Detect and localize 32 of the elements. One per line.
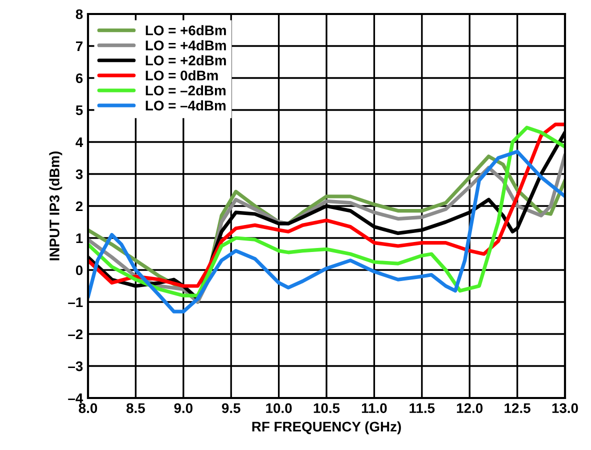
y-axis-title: INPUT IP3 (dBm) [49,152,62,260]
x-tick-label: 12.5 [504,403,530,414]
legend-label: LO = –4dBm [146,100,226,110]
legend-label: LO = 0dBm [146,70,218,80]
y-tick-label: –1 [68,297,83,308]
legend-label: LO = +4dBm [146,40,226,50]
x-axis-title: RF FREQUENCY (GHz) [252,421,401,434]
y-tick-label: –3 [68,361,83,372]
x-tick-label: 12.0 [456,403,483,414]
x-tick-label: 11.0 [362,403,387,414]
y-tick-label: –4 [68,393,84,404]
y-tick-label: 1 [76,233,83,244]
x-tick-label: 8.5 [126,403,145,414]
x-tick-label: 10.0 [266,403,292,414]
y-tick-label: 0 [76,265,83,276]
x-tick-label: 9.5 [222,403,240,414]
y-tick-label: 3 [76,169,83,180]
legend-label: LO = +2dBm [146,55,226,66]
x-tick-label: 10.5 [314,403,340,414]
y-tick-label: –2 [68,329,83,340]
y-tick-label: 7 [76,41,83,52]
y-tick-label: 8 [76,9,83,20]
legend-label: LO = –2dBm [146,85,226,96]
x-tick-label: 11.5 [410,403,435,414]
y-tick-label: 4 [76,137,84,148]
x-tick-label: 8.0 [78,403,98,414]
x-tick-label: 9.0 [174,403,192,414]
legend-label: LO = +6dBm [146,25,226,36]
y-tick-label: 6 [76,73,83,84]
y-tick-label: 2 [76,201,83,212]
y-tick-label: 5 [76,105,83,116]
x-tick-label: 13.0 [552,403,578,414]
